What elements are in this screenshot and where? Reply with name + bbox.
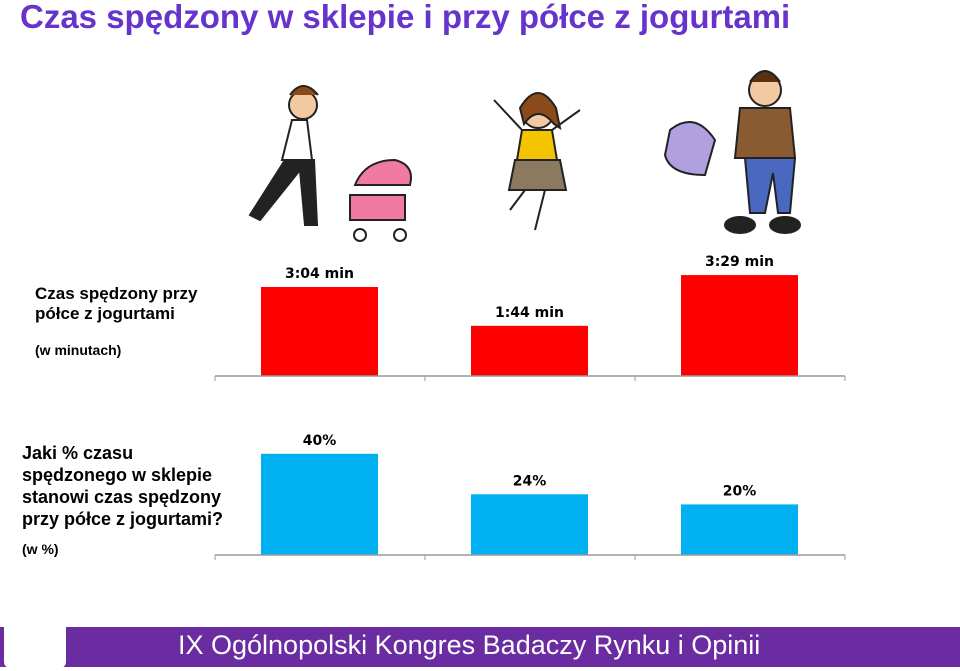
- illustration: [248, 70, 801, 242]
- value-label: 24%: [513, 473, 547, 489]
- bar: [681, 275, 798, 376]
- chart-subtitle: (w %): [22, 541, 59, 557]
- value-label: 20%: [723, 483, 757, 499]
- logo: [4, 622, 66, 668]
- bar: [471, 494, 588, 555]
- value-label: 1:44 min: [495, 305, 564, 321]
- chart-title: Jaki % czasu spędzonego w sklepie stanow…: [22, 443, 224, 529]
- value-label: 3:29 min: [705, 254, 774, 270]
- value-label: 40%: [303, 433, 337, 449]
- bar: [681, 504, 798, 555]
- footer-band: [0, 627, 960, 667]
- slide-title: Czas spędzony w sklepie i przy półce z j…: [20, 0, 791, 35]
- chart-title: Czas spędzony przy półce z jogurtami: [35, 284, 198, 323]
- bar: [471, 325, 588, 376]
- chart-subtitle: (w minutach): [35, 342, 122, 358]
- value-label: 3:04 min: [285, 266, 354, 282]
- bar: [261, 453, 378, 555]
- bar: [261, 286, 378, 376]
- footer-text: IX Ogólnopolski Kongres Badaczy Rynku i …: [178, 630, 761, 660]
